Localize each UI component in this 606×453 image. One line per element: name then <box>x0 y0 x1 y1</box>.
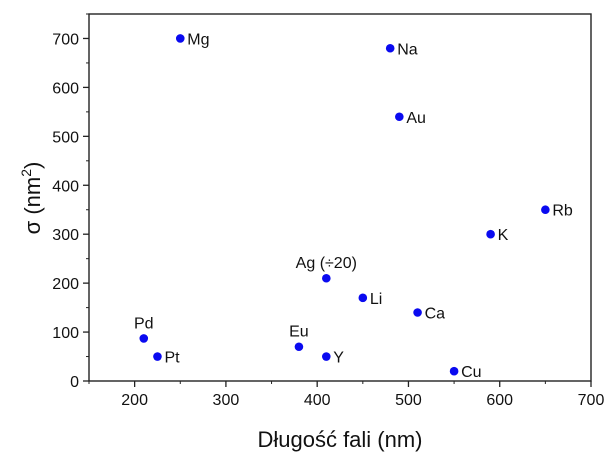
x-tick-label: 300 <box>213 392 240 409</box>
y-tick-label: 500 <box>52 129 79 146</box>
y-tick-label: 700 <box>52 31 79 48</box>
point-label: Y <box>333 350 344 367</box>
data-point <box>294 342 304 352</box>
point-label: Cu <box>461 364 481 381</box>
data-points: Mg Na Au Rb K Ag (÷20) Li Ca Pd Pt Eu Y Cu <box>134 31 573 381</box>
point-label: Pd <box>134 315 154 332</box>
y-tick-label: 0 <box>70 374 79 391</box>
point-label: Ag (÷20) <box>296 255 357 272</box>
point-label: Na <box>397 41 418 58</box>
point-label: Eu <box>289 324 309 341</box>
point-label: Rb <box>552 203 573 220</box>
y-tick-label: 300 <box>52 227 79 244</box>
x-tick-label: 200 <box>121 392 148 409</box>
point-label: Au <box>406 110 426 127</box>
data-point <box>139 334 149 343</box>
point-label: K <box>498 227 509 244</box>
x-tick-label: 500 <box>395 392 422 409</box>
x-tick-label: 600 <box>486 392 513 409</box>
point-label: Ca <box>425 305 446 322</box>
y-tick-label: 400 <box>52 178 79 195</box>
x-tick-label: 700 <box>578 392 605 409</box>
y-axis-label-base: σ (nm <box>20 177 45 235</box>
y-axis: 0 100 200 300 400 500 600 700 <box>52 13 89 391</box>
point-label: Mg <box>187 31 209 48</box>
data-point <box>175 34 185 43</box>
x-tick-label: 400 <box>304 392 331 409</box>
y-axis-label-superscript: 2 <box>18 169 34 177</box>
y-tick-label: 600 <box>52 80 79 97</box>
data-point <box>358 293 368 303</box>
data-point <box>413 308 422 317</box>
data-point <box>395 112 404 122</box>
plot-frame <box>88 13 592 382</box>
point-label: Pt <box>164 350 180 367</box>
data-point <box>486 229 495 239</box>
data-point <box>385 43 395 53</box>
data-point <box>322 352 331 361</box>
data-point <box>153 352 162 361</box>
y-tick-label: 200 <box>52 276 79 293</box>
x-axis-label: Długość fali (nm) <box>257 427 422 452</box>
data-point <box>541 205 550 215</box>
data-point <box>322 273 331 283</box>
y-axis-label: σ (nm2) <box>18 162 45 235</box>
x-axis: 200 300 400 500 600 700 <box>88 381 605 409</box>
y-axis-label-close: ) <box>20 162 45 169</box>
data-point <box>449 366 459 376</box>
y-tick-label: 100 <box>52 325 79 342</box>
point-label: Li <box>370 291 382 308</box>
